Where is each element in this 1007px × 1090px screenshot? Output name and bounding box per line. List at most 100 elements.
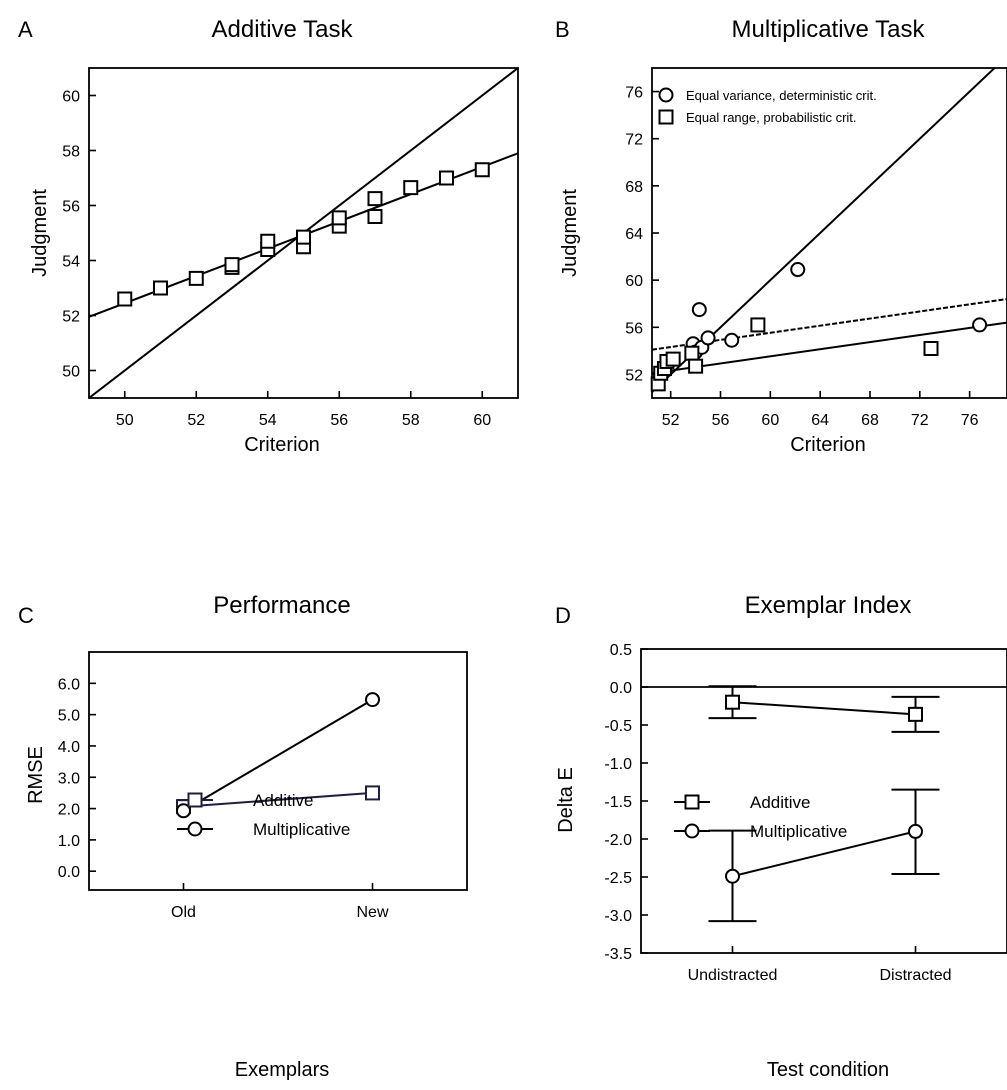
- x-tick-label: 54: [259, 412, 277, 429]
- y-tick-label: 4.0: [58, 739, 80, 756]
- legend-label: Equal range, probabilistic crit.: [686, 110, 857, 125]
- x-tick-label: 60: [761, 412, 779, 429]
- legend-label: Additive: [253, 791, 313, 810]
- data-point-circle: [702, 331, 715, 344]
- y-axis-label: RMSE: [25, 746, 47, 804]
- y-tick-label: 0.0: [58, 864, 80, 881]
- x-tick-label: 56: [712, 412, 730, 429]
- y-axis-label: Judgment: [559, 189, 581, 277]
- data-point-circle: [726, 870, 739, 883]
- legend-marker-square: [660, 111, 673, 124]
- x-axis-label: Test condition: [767, 1059, 889, 1081]
- data-point-square: [366, 786, 379, 799]
- x-tick-label: 52: [662, 412, 680, 429]
- data-point-square: [751, 318, 764, 331]
- panel-title: Additive Task: [212, 16, 354, 43]
- data-point-square: [369, 210, 382, 223]
- panel-letter: C: [18, 603, 34, 628]
- data-point-circle: [366, 693, 379, 706]
- panel-c: C Performance Exemplars RMSE 0.0 1.0 2.0 3.0 4.0…: [18, 592, 467, 1081]
- legend-marker-square: [686, 796, 699, 809]
- y-tick-label: 68: [625, 179, 643, 196]
- y-tick-label: 2.0: [58, 802, 80, 819]
- panel-d: D Exemplar Index Test condition Delta E 0.5 0…: [555, 592, 1007, 1081]
- data-point-square: [404, 181, 417, 194]
- y-tick-label: 0.0: [610, 680, 632, 697]
- legend-label: Equal variance, deterministic crit.: [686, 88, 877, 103]
- y-tick-label: 6.0: [58, 676, 80, 693]
- y-tick-label: -2.5: [604, 870, 632, 887]
- y-axis-label: Judgment: [29, 189, 51, 277]
- data-point-square: [190, 272, 203, 285]
- panel-title: Performance: [213, 592, 350, 619]
- y-tick-label: 60: [62, 89, 80, 106]
- panel-title: Exemplar Index: [745, 592, 912, 619]
- panel-b: B Multiplicative TaskCriterionJudgment525…: [555, 16, 1007, 456]
- legend-marker-circle: [686, 825, 699, 838]
- y-tick-label: 56: [62, 199, 80, 216]
- y-tick-label: 5.0: [58, 708, 80, 725]
- legend-label: Additive: [750, 793, 810, 812]
- data-point-square: [333, 211, 346, 224]
- data-point-square: [726, 696, 739, 709]
- legend-marker-circle: [660, 89, 673, 102]
- data-point-circle: [909, 825, 922, 838]
- x-axis-label: Criterion: [244, 434, 320, 456]
- data-point-square: [369, 192, 382, 205]
- legend-marker-square: [189, 794, 202, 807]
- data-point-circle: [693, 303, 706, 316]
- data-point-square: [476, 163, 489, 176]
- x-tick-label: 72: [911, 412, 929, 429]
- legend-label: Multiplicative: [253, 820, 350, 839]
- data-point-circle: [973, 318, 986, 331]
- x-tick-label: 58: [402, 412, 420, 429]
- data-point-circle: [725, 334, 738, 347]
- panel-letter: D: [555, 603, 571, 628]
- x-tick-label: Distracted: [879, 967, 951, 984]
- data-point-square: [667, 353, 680, 366]
- data-point-square: [226, 258, 239, 271]
- data-point-square: [297, 231, 310, 244]
- y-tick-label: 3.0: [58, 770, 80, 787]
- x-axis-label: Exemplars: [235, 1059, 329, 1081]
- y-tick-label: -1.0: [604, 756, 632, 773]
- y-tick-label: 56: [625, 320, 643, 337]
- plot-frame: [89, 652, 467, 890]
- x-tick-label: 56: [330, 412, 348, 429]
- y-tick-label: 1.0: [58, 833, 80, 850]
- legend-label: Multiplicative: [750, 822, 847, 841]
- x-tick-label: 76: [961, 412, 979, 429]
- y-tick-label: -3.5: [604, 946, 632, 963]
- data-point-square: [440, 172, 453, 185]
- y-tick-label: 0.5: [610, 642, 632, 659]
- y-axis-label: Delta E: [555, 767, 577, 833]
- x-tick-label: New: [356, 904, 388, 921]
- x-tick-label: 68: [861, 412, 879, 429]
- x-tick-label: 52: [187, 412, 205, 429]
- x-tick-label: Old: [171, 904, 196, 921]
- panel-title: Multiplicative Task: [732, 16, 926, 43]
- data-point-square: [925, 342, 938, 355]
- panel-letter: A: [18, 17, 33, 42]
- data-point-square: [685, 347, 698, 360]
- y-tick-label: -0.5: [604, 718, 632, 735]
- y-tick-label: 58: [62, 144, 80, 161]
- data-point-square: [154, 282, 167, 295]
- data-point-square: [909, 708, 922, 721]
- y-tick-label: 52: [625, 367, 643, 384]
- data-point-square: [261, 235, 274, 248]
- y-tick-label: 54: [62, 254, 80, 271]
- data-point-square: [118, 293, 131, 306]
- legend-marker-circle: [189, 823, 202, 836]
- panel-a: A Additive Task Criterion Judgment 50 52 54 56 5…: [18, 16, 518, 456]
- y-tick-label: 64: [625, 226, 643, 243]
- y-tick-label: 60: [625, 273, 643, 290]
- y-tick-label: -2.0: [604, 832, 632, 849]
- x-tick-label: 60: [473, 412, 491, 429]
- data-point-circle: [791, 263, 804, 276]
- x-tick-label: 50: [116, 412, 134, 429]
- y-tick-label: -1.5: [604, 794, 632, 811]
- y-tick-label: 76: [625, 85, 643, 102]
- y-tick-label: -3.0: [604, 908, 632, 925]
